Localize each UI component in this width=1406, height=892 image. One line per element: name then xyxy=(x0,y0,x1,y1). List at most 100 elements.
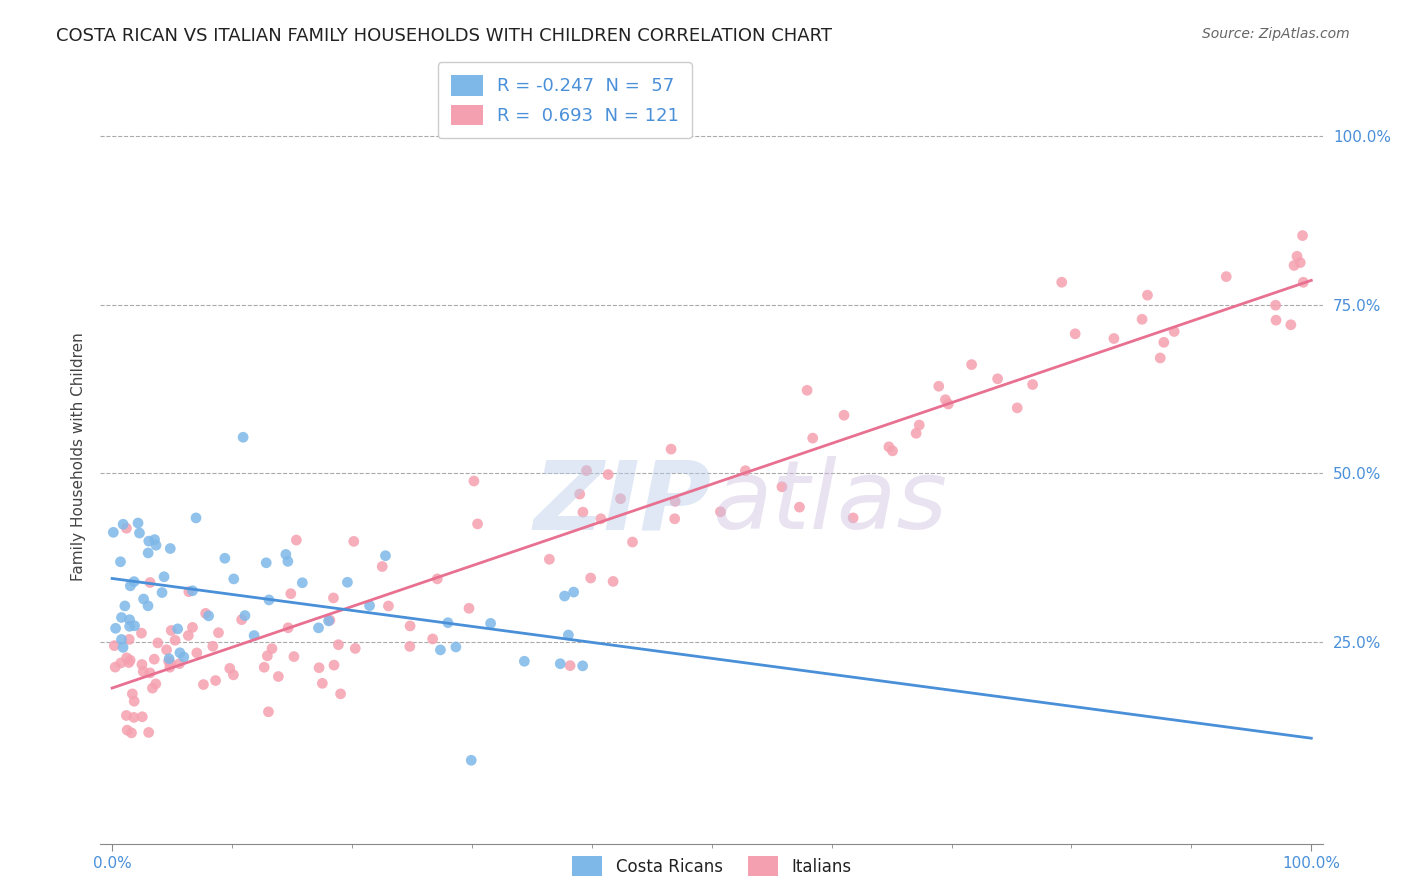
Point xyxy=(1005,401,1028,415)
Point xyxy=(181,620,204,634)
Point xyxy=(159,660,181,674)
Point xyxy=(159,656,181,670)
Point xyxy=(104,660,127,674)
Point xyxy=(1282,259,1305,273)
Point xyxy=(1265,313,1288,327)
Point xyxy=(1064,326,1087,341)
Point xyxy=(267,669,290,683)
Point xyxy=(928,379,950,393)
Point xyxy=(548,657,571,671)
Point xyxy=(1215,269,1237,284)
Text: COSTA RICAN VS ITALIAN FAMILY HOUSEHOLDS WITH CHILDREN CORRELATION CHART: COSTA RICAN VS ITALIAN FAMILY HOUSEHOLDS… xyxy=(56,27,832,45)
Point xyxy=(1285,249,1308,263)
Point xyxy=(103,525,125,540)
Point xyxy=(344,641,367,656)
Point xyxy=(877,440,900,454)
Point xyxy=(139,575,162,590)
Point xyxy=(801,431,824,445)
Point xyxy=(467,516,489,531)
Point xyxy=(1130,312,1153,326)
Point xyxy=(120,579,142,593)
Point xyxy=(291,575,314,590)
Point xyxy=(557,628,579,642)
Point xyxy=(127,516,149,530)
Point xyxy=(328,638,350,652)
Point xyxy=(110,656,132,670)
Point xyxy=(169,657,191,671)
Point xyxy=(437,615,460,630)
Point xyxy=(118,656,141,670)
Point xyxy=(987,372,1010,386)
Point xyxy=(399,619,422,633)
Point xyxy=(231,613,253,627)
Point xyxy=(115,521,138,535)
Point xyxy=(112,517,135,532)
Point xyxy=(233,608,256,623)
Point xyxy=(169,646,191,660)
Point xyxy=(143,652,166,666)
Point xyxy=(329,687,352,701)
Point xyxy=(277,621,299,635)
Point xyxy=(131,657,153,672)
Point xyxy=(1279,318,1302,332)
Point xyxy=(110,610,132,624)
Point xyxy=(260,641,283,656)
Point xyxy=(709,505,731,519)
Point xyxy=(122,574,145,589)
Point xyxy=(145,538,167,552)
Point xyxy=(136,546,159,560)
Point xyxy=(124,619,146,633)
Point xyxy=(110,555,132,569)
Point xyxy=(253,660,276,674)
Text: ZIP: ZIP xyxy=(534,457,711,549)
Point xyxy=(139,665,162,680)
Point xyxy=(458,601,481,615)
Point xyxy=(257,593,280,607)
Point xyxy=(184,511,207,525)
Point xyxy=(104,621,127,635)
Point xyxy=(1153,335,1175,350)
Point xyxy=(1149,351,1171,365)
Point xyxy=(323,658,346,673)
Point xyxy=(1050,275,1073,289)
Text: atlas: atlas xyxy=(711,457,946,549)
Point xyxy=(960,358,983,372)
Point xyxy=(143,533,166,547)
Point xyxy=(908,418,931,433)
Text: Source: ZipAtlas.com: Source: ZipAtlas.com xyxy=(1202,27,1350,41)
Point xyxy=(181,583,204,598)
Point xyxy=(132,592,155,607)
Point xyxy=(155,642,177,657)
Point xyxy=(1292,275,1315,289)
Point xyxy=(157,651,180,665)
Point xyxy=(398,640,420,654)
Point xyxy=(374,549,396,563)
Point xyxy=(371,559,394,574)
Point xyxy=(322,591,344,605)
Point xyxy=(122,710,145,724)
Point xyxy=(905,426,928,441)
Point xyxy=(115,723,138,738)
Point xyxy=(463,474,485,488)
Point xyxy=(1102,331,1125,345)
Point xyxy=(118,619,141,633)
Point xyxy=(165,633,187,648)
Point xyxy=(160,624,183,638)
Point xyxy=(131,710,153,724)
Point xyxy=(598,467,620,482)
Point xyxy=(842,511,865,525)
Point xyxy=(882,443,904,458)
Point xyxy=(311,676,333,690)
Point xyxy=(664,512,686,526)
Point xyxy=(201,640,224,654)
Point xyxy=(283,649,305,664)
Point xyxy=(659,442,682,456)
Point xyxy=(1136,288,1159,302)
Point xyxy=(136,599,159,613)
Point xyxy=(285,533,308,547)
Point xyxy=(146,636,169,650)
Point xyxy=(789,500,811,515)
Point xyxy=(138,725,160,739)
Point xyxy=(121,726,143,740)
Y-axis label: Family Households with Children: Family Households with Children xyxy=(72,332,86,581)
